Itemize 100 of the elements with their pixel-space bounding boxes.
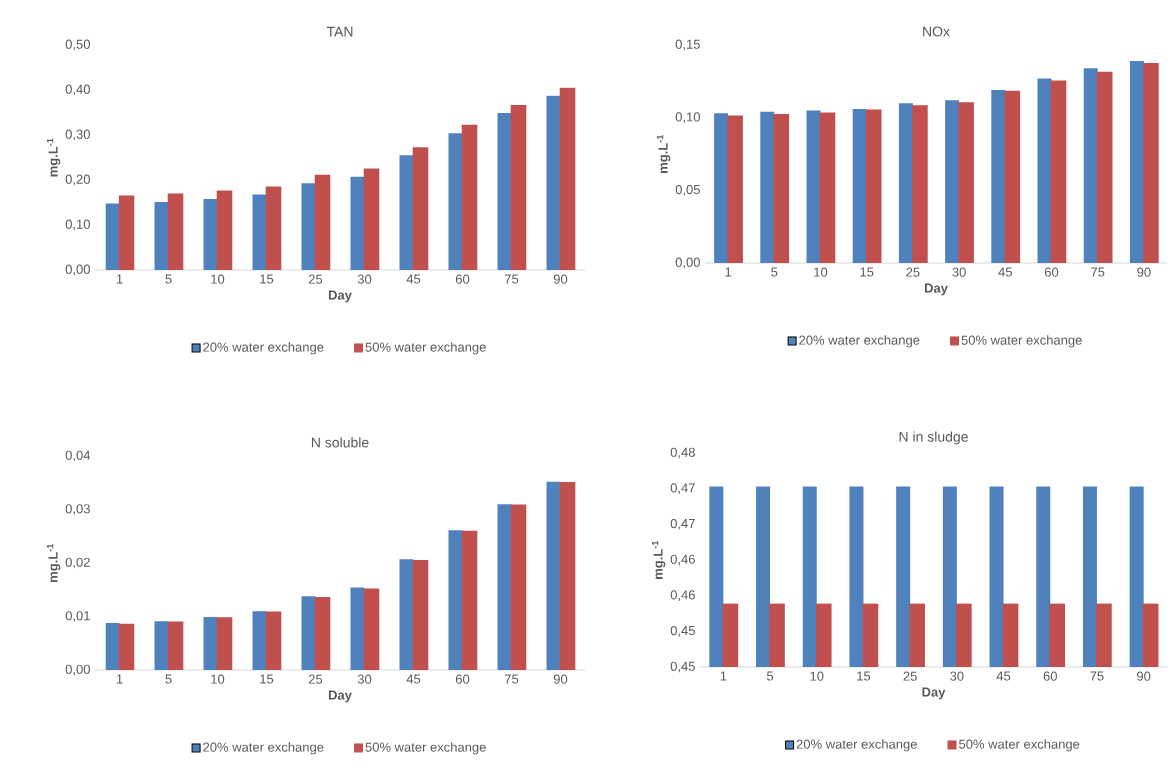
x-tick-label: 90	[1137, 267, 1151, 277]
y-tick-label: 0,46	[670, 590, 695, 602]
bar	[497, 504, 512, 670]
y-tick-label: 0,47	[670, 483, 695, 495]
x-tick-label: 25	[308, 274, 323, 284]
y-tick-label: 0,48	[670, 447, 695, 459]
y-tick-label: 0,05	[675, 184, 700, 196]
bar	[1037, 78, 1052, 263]
x-tick-label: 15	[860, 267, 874, 277]
x-tick-label: 30	[357, 674, 372, 684]
x-tick-label: 5	[766, 671, 774, 681]
x-tick-label: 60	[1043, 671, 1057, 681]
bar	[448, 133, 463, 270]
bar	[898, 103, 913, 263]
x-tick-label: 75	[1091, 267, 1105, 277]
y-tick-label: 0,30	[65, 129, 90, 141]
y-tick-label: 0,45	[670, 625, 695, 637]
bar	[350, 176, 365, 270]
x-tick-label: 45	[406, 274, 421, 284]
x-tick-label: 10	[810, 671, 824, 681]
legend-label: 50% water exchange	[365, 742, 486, 755]
bar	[1129, 60, 1144, 263]
x-tick-label: 1	[720, 671, 727, 681]
x-tick-label: 5	[165, 274, 172, 284]
x-tick-label: 75	[504, 674, 519, 684]
bar	[203, 198, 218, 270]
y-axis-title: mg.L$^{-1}$	[656, 134, 671, 173]
bar	[852, 108, 867, 263]
y-tick-label: 0,04	[65, 450, 91, 462]
y-tick-label: 0,15	[675, 39, 700, 51]
x-tick-label: 10	[211, 674, 225, 684]
bar	[154, 202, 169, 270]
x-tick-label: 90	[553, 674, 568, 684]
y-tick-label: 0,10	[675, 112, 700, 124]
bar	[399, 155, 414, 270]
y-tick-label: 0,00	[65, 664, 90, 676]
chart-title: N in sludge	[899, 431, 968, 445]
bar	[252, 611, 267, 670]
x-tick-label: 5	[771, 267, 778, 277]
y-tick-label: 0,50	[65, 39, 90, 51]
y-tick-label: 0,47	[670, 518, 695, 530]
x-tick-label: 1	[116, 274, 123, 284]
y-tick-label: 0,00	[675, 257, 700, 269]
bar	[714, 113, 729, 263]
bar	[945, 100, 960, 263]
bar	[806, 110, 821, 263]
x-tick-label: 60	[455, 274, 470, 284]
bar	[1083, 68, 1098, 263]
x-tick-label: 5	[165, 674, 172, 684]
legend-label: 20% water exchange	[203, 342, 324, 355]
y-axis-title: mg.L$^{-1}$	[46, 138, 61, 177]
x-tick-label: 10	[211, 274, 225, 284]
chart-title: NOx	[923, 26, 950, 37]
bar	[448, 530, 463, 670]
x-tick-label: 45	[996, 671, 1011, 681]
x-tick-label: 1	[116, 674, 123, 684]
y-tick-label: 0,20	[65, 174, 90, 186]
y-axis-title: mg.L$^{-1}$	[46, 543, 61, 582]
x-tick-label: 45	[998, 267, 1012, 277]
bar	[105, 622, 120, 670]
x-axis-title: Day	[328, 290, 352, 303]
x-tick-label: 25	[906, 267, 920, 277]
x-tick-label: 25	[903, 671, 917, 681]
y-axis-title: mg.L$^{-1}$	[651, 540, 666, 579]
chart-title: TAN	[326, 26, 353, 37]
legend-label: 50% water exchange	[365, 342, 486, 355]
y-tick-label: 0,03	[65, 504, 90, 515]
legend-label: 20% water exchange	[203, 742, 324, 755]
x-tick-label: 75	[504, 274, 519, 284]
x-tick-label: 1	[725, 267, 732, 277]
x-tick-label: 45	[406, 674, 421, 684]
bar	[546, 95, 561, 270]
x-tick-label: 60	[1044, 267, 1059, 277]
y-tick-label: 0,45	[670, 661, 695, 673]
bar	[252, 194, 267, 270]
x-tick-label: 25	[308, 674, 323, 684]
x-axis-title: Day	[922, 687, 946, 700]
bar	[301, 596, 316, 670]
bar	[154, 621, 169, 670]
legend-label: 50% water exchange	[959, 739, 1080, 752]
bar	[760, 111, 775, 263]
chart-title: N soluble	[311, 437, 369, 448]
bar	[350, 587, 365, 670]
x-tick-label: 75	[1090, 671, 1104, 681]
legend-label: 50% water exchange	[961, 335, 1082, 348]
x-tick-label: 10	[814, 267, 828, 277]
x-tick-label: 90	[1137, 671, 1151, 681]
x-tick-label: 60	[455, 674, 470, 684]
y-tick-label: 0,10	[65, 219, 90, 231]
y-tick-label: 0,02	[65, 557, 90, 569]
bar	[546, 481, 561, 670]
bar	[991, 90, 1006, 263]
x-axis-title: Day	[924, 283, 948, 296]
y-tick-label: 0,40	[65, 84, 90, 96]
y-tick-label: 0,46	[670, 554, 695, 566]
bar	[497, 112, 512, 270]
y-tick-label: 0,00	[65, 264, 90, 276]
x-tick-label: 90	[553, 274, 568, 284]
x-tick-label: 15	[260, 274, 274, 284]
x-tick-label: 30	[357, 274, 372, 284]
